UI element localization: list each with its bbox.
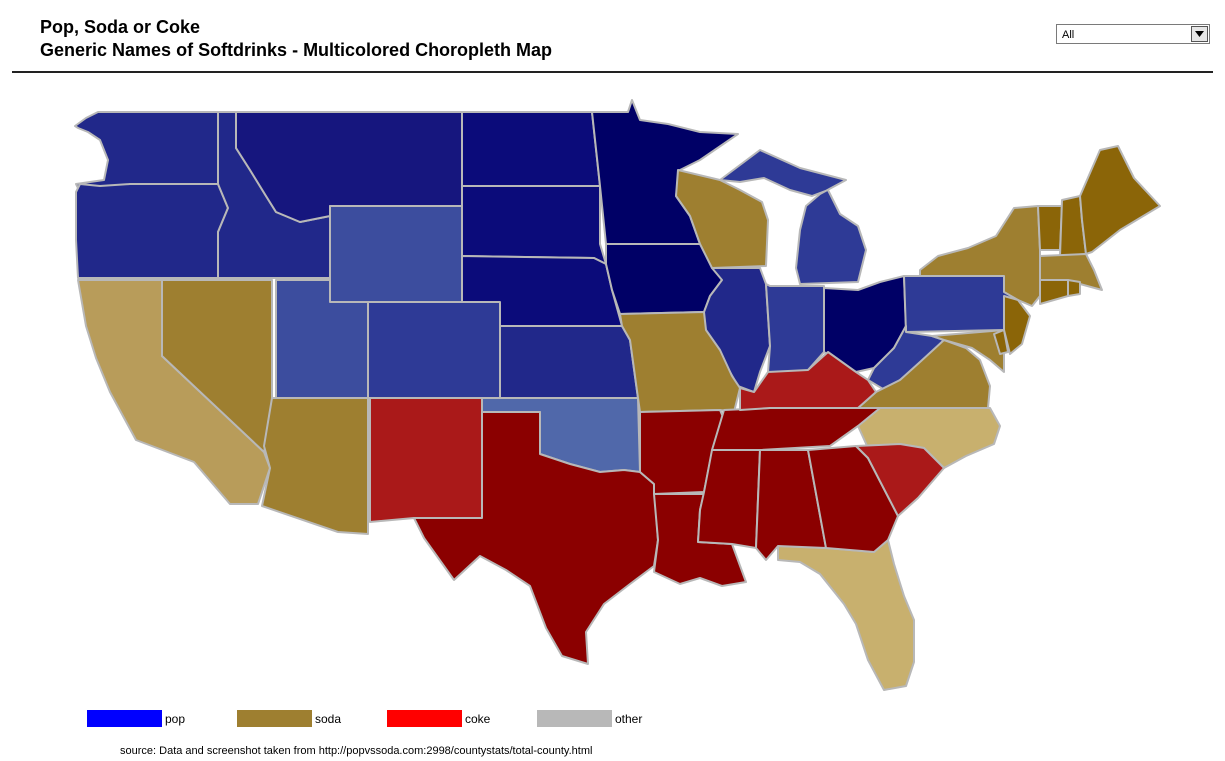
- state-florida[interactable]: [777, 539, 915, 691]
- state-new-mexico[interactable]: [369, 397, 483, 523]
- source-note: source: Data and screenshot taken from h…: [120, 745, 593, 757]
- legend-label-other: other: [615, 712, 643, 726]
- state-oregon[interactable]: [75, 183, 229, 279]
- state-pennsylvania[interactable]: [903, 275, 1013, 333]
- state-colorado[interactable]: [367, 301, 501, 399]
- state-michigan[interactable]: [719, 149, 867, 285]
- chevron-down-icon: [1195, 31, 1204, 37]
- state-rhode-island[interactable]: [1067, 279, 1081, 297]
- legend-swatch-pop: [87, 710, 162, 727]
- state-texas[interactable]: [413, 411, 659, 665]
- state-wyoming[interactable]: [329, 205, 463, 303]
- dropdown-button[interactable]: [1191, 26, 1208, 42]
- header-divider: [12, 71, 1213, 73]
- legend-swatch-coke: [387, 710, 462, 727]
- state-south-dakota[interactable]: [461, 185, 607, 265]
- legend-label-soda: soda: [315, 712, 342, 726]
- title-line-1: Pop, Soda or Coke: [40, 17, 201, 37]
- title-line-2: Generic Names of Softdrinks - Multicolor…: [40, 40, 553, 60]
- state-wisconsin[interactable]: [675, 169, 769, 269]
- state-tennessee[interactable]: [711, 407, 881, 451]
- state-kansas[interactable]: [499, 325, 639, 399]
- filter-selected-value: All: [1062, 29, 1075, 41]
- state-connecticut[interactable]: [1039, 279, 1069, 305]
- legend-label-pop: pop: [165, 712, 186, 726]
- state-washington[interactable]: [74, 111, 219, 193]
- state-maine[interactable]: [1079, 145, 1161, 255]
- state-kentucky[interactable]: [739, 351, 877, 411]
- state-arizona[interactable]: [261, 397, 369, 535]
- state-new-jersey[interactable]: [1003, 295, 1031, 355]
- filter-select[interactable]: All: [1056, 24, 1210, 44]
- state-vermont[interactable]: [1037, 205, 1063, 251]
- state-north-dakota[interactable]: [461, 111, 601, 187]
- map-title: Pop, Soda or Coke Generic Names of Softd…: [40, 16, 552, 62]
- legend-swatch-soda: [237, 710, 312, 727]
- state-south-carolina[interactable]: [855, 443, 945, 517]
- legend-swatch-other: [537, 710, 612, 727]
- legend-label-coke: coke: [465, 712, 491, 726]
